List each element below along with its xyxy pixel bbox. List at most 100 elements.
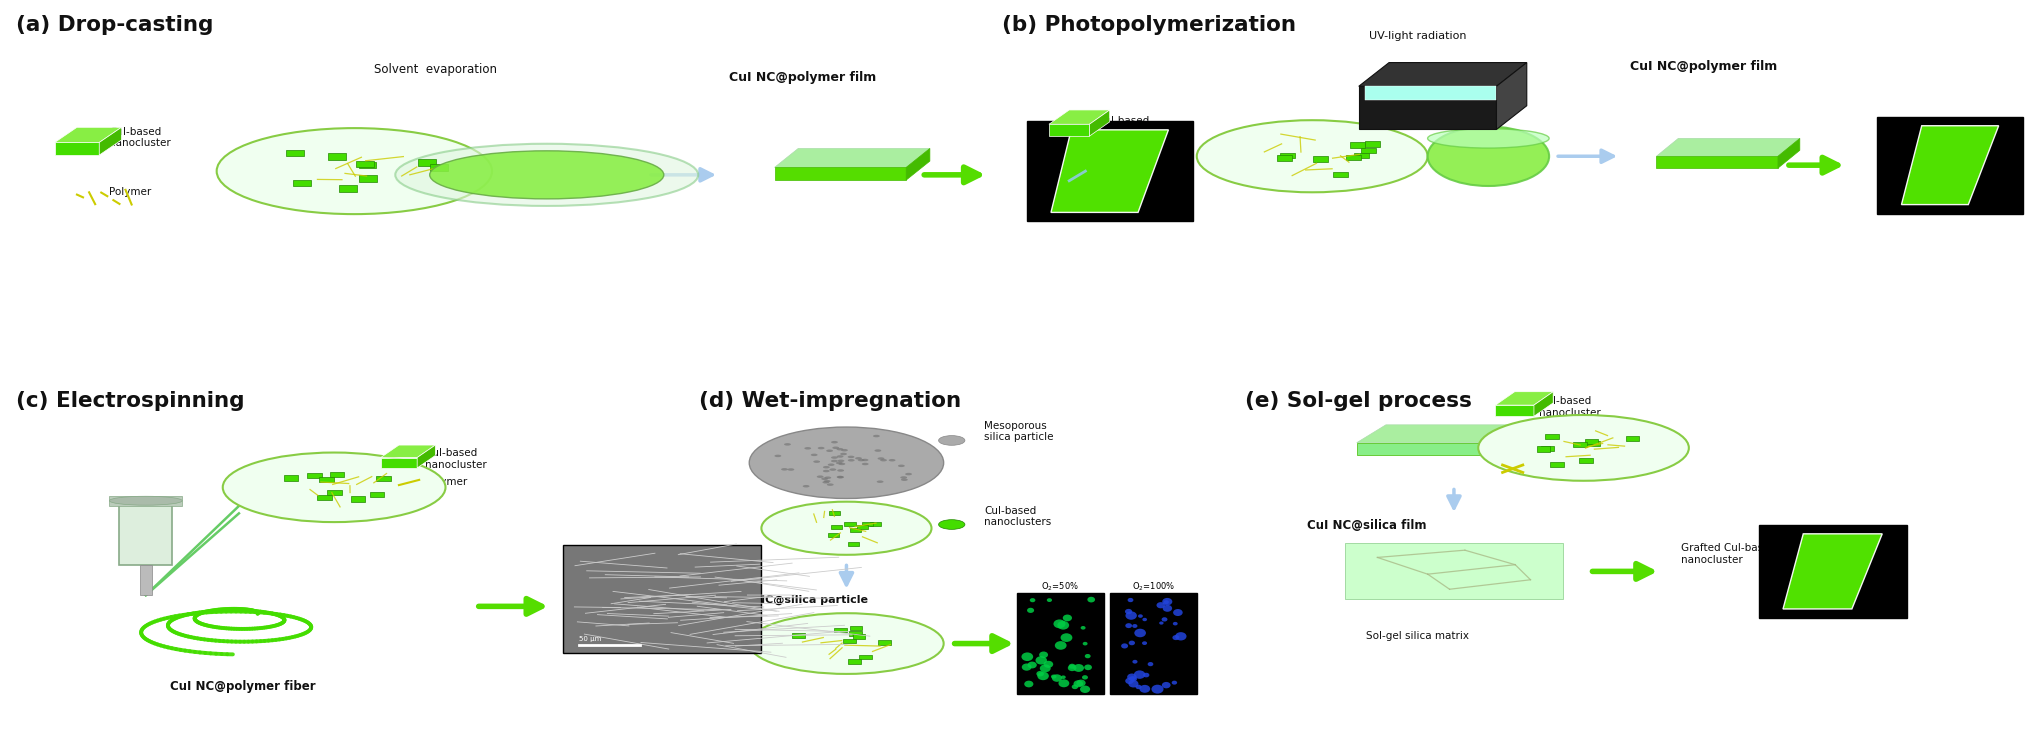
Text: CuI-based
nanocluster: CuI-based nanocluster [109, 126, 170, 149]
Ellipse shape [836, 462, 842, 464]
Bar [1365, 141, 1379, 147]
Ellipse shape [861, 459, 869, 461]
Text: (d) Wet-impregnation: (d) Wet-impregnation [699, 391, 960, 411]
Ellipse shape [1130, 676, 1136, 682]
Bar [328, 490, 342, 496]
Polygon shape [1494, 405, 1535, 417]
Ellipse shape [1027, 661, 1037, 668]
Ellipse shape [1055, 641, 1067, 650]
Bar [286, 150, 304, 156]
Text: Polymer: Polymer [109, 187, 152, 197]
Ellipse shape [1162, 682, 1170, 688]
Ellipse shape [1071, 684, 1077, 689]
Bar [850, 626, 863, 630]
Ellipse shape [1073, 664, 1083, 672]
Ellipse shape [774, 455, 782, 457]
Ellipse shape [826, 484, 834, 486]
Polygon shape [55, 143, 99, 155]
Ellipse shape [1067, 665, 1077, 671]
Bar [1278, 155, 1292, 161]
Polygon shape [1519, 425, 1547, 455]
Text: 50 μm: 50 μm [579, 635, 601, 641]
Ellipse shape [1142, 618, 1146, 621]
Ellipse shape [217, 128, 492, 214]
Ellipse shape [1061, 633, 1073, 642]
Ellipse shape [1128, 680, 1138, 687]
Text: (e) Sol-gel process: (e) Sol-gel process [1245, 391, 1472, 411]
Ellipse shape [824, 476, 830, 479]
Bar [1355, 153, 1369, 158]
Bar [1110, 594, 1197, 693]
Ellipse shape [1156, 602, 1164, 609]
Ellipse shape [1122, 644, 1128, 649]
Ellipse shape [875, 449, 881, 452]
Bar [330, 472, 344, 477]
Text: O$_2$=100%: O$_2$=100% [1132, 580, 1174, 593]
Ellipse shape [824, 480, 830, 482]
Ellipse shape [1025, 681, 1033, 687]
Polygon shape [1049, 124, 1089, 136]
Bar [1280, 153, 1294, 158]
Ellipse shape [1126, 612, 1136, 620]
Ellipse shape [830, 460, 838, 462]
Bar [1345, 543, 1563, 600]
Text: Monomers: Monomers [1098, 172, 1152, 182]
Ellipse shape [816, 475, 824, 478]
Bar [563, 545, 761, 653]
Bar [284, 475, 298, 481]
Ellipse shape [863, 463, 869, 465]
Ellipse shape [1140, 685, 1150, 693]
Ellipse shape [749, 427, 944, 498]
Polygon shape [774, 167, 907, 180]
Ellipse shape [859, 459, 865, 461]
Bar [1347, 155, 1361, 160]
Ellipse shape [1063, 615, 1071, 621]
Ellipse shape [1128, 673, 1136, 681]
Bar [1626, 437, 1638, 441]
Polygon shape [1359, 62, 1527, 86]
Ellipse shape [1428, 129, 1549, 148]
Ellipse shape [1031, 598, 1035, 602]
Ellipse shape [1132, 660, 1138, 664]
Polygon shape [1656, 138, 1800, 156]
Text: CuI NC@polymer film: CuI NC@polymer film [729, 71, 877, 83]
Ellipse shape [940, 519, 966, 530]
Ellipse shape [848, 459, 855, 461]
Bar [792, 633, 806, 638]
Bar [828, 511, 840, 515]
Ellipse shape [749, 613, 944, 674]
Polygon shape [55, 127, 122, 143]
Ellipse shape [1136, 684, 1142, 689]
Ellipse shape [1035, 656, 1047, 664]
Bar [318, 495, 332, 500]
Bar [857, 525, 869, 529]
Polygon shape [99, 127, 122, 155]
Text: Mesoporous
silica particle: Mesoporous silica particle [984, 420, 1053, 443]
Bar [1365, 86, 1496, 100]
Polygon shape [417, 445, 435, 468]
Text: CuI-based
nanoclusters: CuI-based nanoclusters [984, 505, 1051, 527]
Ellipse shape [877, 481, 883, 483]
Text: UV-light radiation: UV-light radiation [1369, 31, 1466, 41]
Ellipse shape [1197, 121, 1428, 192]
Bar [832, 525, 842, 529]
Polygon shape [1656, 156, 1778, 168]
Ellipse shape [1051, 675, 1057, 679]
Bar [140, 565, 152, 595]
Ellipse shape [1061, 676, 1065, 679]
Ellipse shape [836, 448, 842, 450]
Text: Sol-gel silica matrix: Sol-gel silica matrix [1367, 631, 1468, 641]
Ellipse shape [1162, 598, 1172, 606]
Ellipse shape [1126, 609, 1132, 615]
Ellipse shape [1081, 676, 1087, 679]
Polygon shape [1901, 126, 1999, 205]
Ellipse shape [788, 468, 794, 471]
Bar [119, 502, 172, 565]
Bar [1027, 121, 1193, 222]
Ellipse shape [1027, 608, 1035, 613]
Ellipse shape [1057, 621, 1069, 629]
Ellipse shape [840, 449, 848, 452]
Ellipse shape [1083, 642, 1087, 646]
Bar [1586, 439, 1598, 443]
Ellipse shape [940, 436, 966, 445]
